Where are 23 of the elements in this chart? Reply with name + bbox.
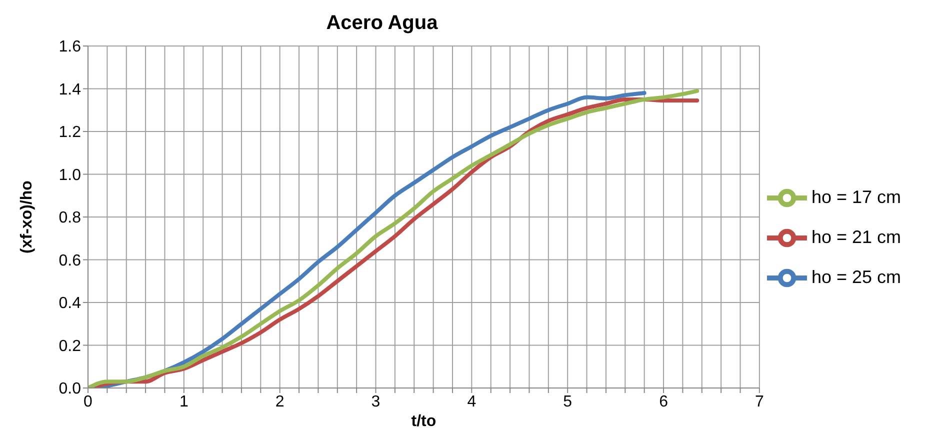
legend-label: ho = 17 cm bbox=[811, 186, 901, 207]
legend-label: ho = 25 cm bbox=[811, 266, 901, 287]
y-tick-label: 0.4 bbox=[58, 295, 82, 312]
y-tick-label: 0.2 bbox=[58, 338, 82, 355]
x-tick-label: 2 bbox=[275, 393, 284, 410]
x-tick-label: 1 bbox=[179, 393, 188, 410]
y-tick-label: 1.0 bbox=[58, 166, 82, 184]
y-tick-label: 1.2 bbox=[58, 124, 82, 142]
x-tick-label: 5 bbox=[563, 393, 572, 410]
y-tick-label: 1.6 bbox=[58, 38, 82, 56]
y-tick-label: 0.0 bbox=[58, 380, 82, 398]
x-tick-label: 6 bbox=[659, 393, 668, 410]
x-tick-label: 7 bbox=[754, 393, 764, 410]
legend-label: ho = 21 cm bbox=[811, 226, 901, 247]
x-tick-label: 4 bbox=[467, 393, 476, 410]
chart-title: Acero Agua bbox=[325, 11, 439, 36]
y-tick-label: 1.4 bbox=[58, 81, 82, 98]
x-tick-label: 0 bbox=[84, 393, 93, 410]
y-tick-label: 0.6 bbox=[58, 252, 82, 270]
y-tick-label: 0.8 bbox=[58, 210, 82, 227]
x-tick-label: 3 bbox=[371, 393, 380, 410]
x-axis-title: t/to bbox=[411, 413, 436, 430]
y-axis-title: (xf-xo)/ho bbox=[18, 180, 36, 254]
